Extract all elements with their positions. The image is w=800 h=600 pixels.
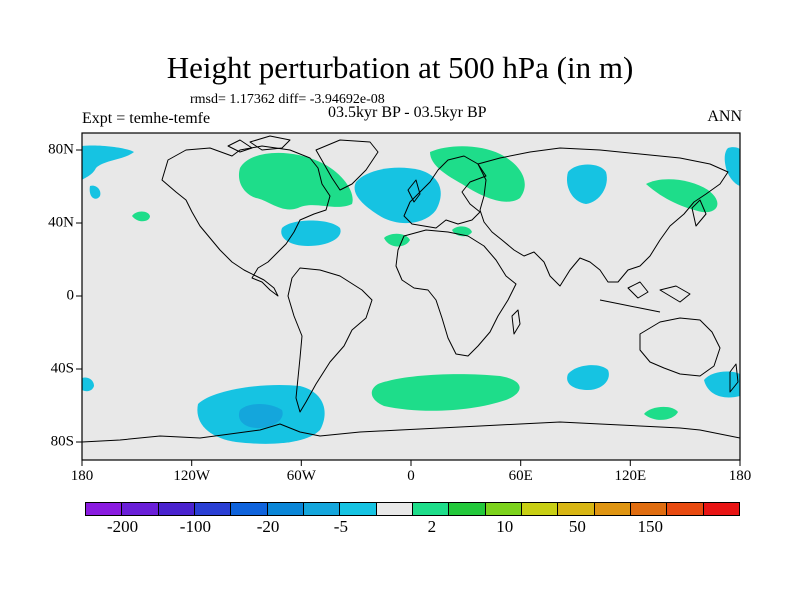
colorbar-box	[122, 503, 159, 515]
negative-region-arctic-east	[724, 147, 740, 186]
stats-label: rmsd= 1.17362 diff= -3.94692e-08	[190, 92, 385, 107]
experiment-label: Expt = temhe-temfe	[82, 110, 211, 127]
colorbar-box	[558, 503, 595, 515]
lon-tick-label: 60E	[508, 468, 533, 484]
colorbar-box	[86, 503, 123, 515]
lon-tick-label: 180	[728, 468, 752, 484]
colorbar-box	[703, 503, 739, 515]
positive-region-north-europe	[430, 146, 525, 202]
positive-region-east-asia	[646, 179, 718, 213]
colorbar-box	[485, 503, 522, 515]
lon-tick-label: 0	[407, 468, 415, 484]
season-label: ANN	[707, 108, 742, 125]
colorbar-label: 10	[496, 517, 514, 536]
colorbar-label: -5	[333, 517, 348, 536]
lat-tick-label: 80S	[50, 433, 74, 450]
colorbar-label: -100	[179, 517, 211, 536]
negative-region-siberia	[566, 164, 607, 204]
colorbar-box	[594, 503, 631, 515]
lat-tick-label: 40N	[48, 214, 74, 231]
colorbar-box	[521, 503, 559, 515]
colorbar-box	[412, 503, 450, 515]
positive-region-pacific-small	[132, 211, 150, 222]
colorbar-label: 50	[568, 517, 586, 536]
lon-tick-label: 120E	[614, 468, 647, 484]
positive-region-south-atlantic	[371, 374, 520, 411]
positive-region-south-pacific	[644, 406, 678, 420]
negative-region-south-west	[82, 377, 94, 392]
colorbar-box	[267, 503, 304, 515]
colorbar-box	[376, 503, 413, 515]
lat-tick-label: 80N	[48, 141, 74, 158]
colorbar-label: -20	[256, 517, 280, 536]
negative-region-pacific-north	[89, 185, 101, 199]
lat-tick-label: 0	[66, 287, 75, 304]
colorbar	[85, 502, 740, 516]
tick-marks	[76, 149, 741, 466]
colorbar-box	[667, 503, 704, 515]
colorbar-label: 150	[637, 517, 663, 536]
lon-tick-label: 120W	[173, 468, 211, 484]
colorbar-box	[231, 503, 268, 515]
colorbar-box	[158, 503, 195, 515]
anomaly-regions	[82, 145, 740, 444]
lon-tick-label: 60W	[286, 468, 316, 484]
colorbar-box	[449, 503, 486, 515]
colorbar-box	[630, 503, 668, 515]
period-label: 03.5kyr BP - 03.5kyr BP	[328, 104, 487, 121]
lon-tick-label: 180	[70, 468, 94, 484]
colorbar-box	[340, 503, 377, 515]
negative-region-south-indian	[567, 365, 609, 390]
colorbar-box	[194, 503, 232, 515]
negative-region-north-atlantic	[354, 167, 441, 224]
negative-region-southern-ocean-core	[238, 404, 283, 428]
lat-tick-label: 40S	[50, 360, 74, 377]
map-title: Height perturbation at 500 hPa (in m)	[166, 50, 634, 85]
coastlines	[82, 135, 740, 443]
colorbar-label: -200	[107, 517, 139, 536]
negative-region-arctic-west	[82, 145, 134, 180]
colorbar-label: 2	[427, 517, 437, 536]
positive-region-canada	[238, 152, 353, 210]
colorbar-box	[303, 503, 341, 515]
